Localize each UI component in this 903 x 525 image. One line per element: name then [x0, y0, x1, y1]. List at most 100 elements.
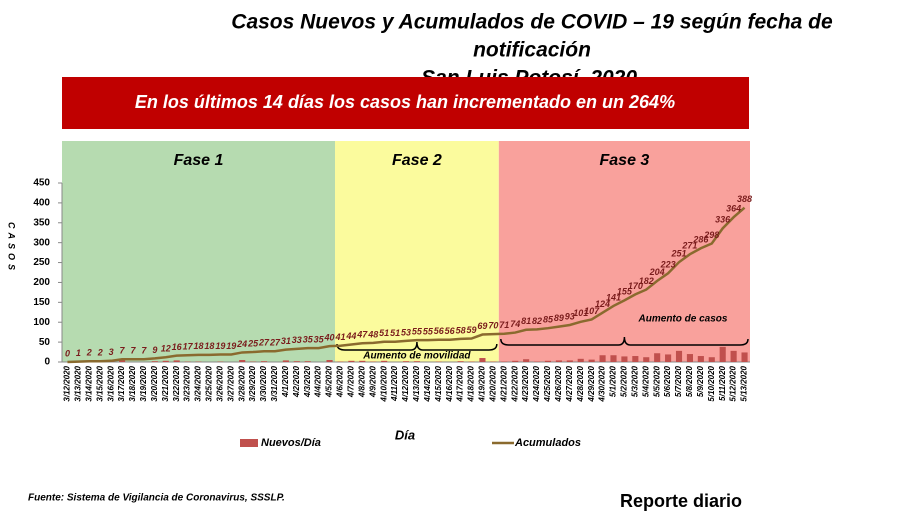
phase-background: [335, 141, 499, 362]
chart-title: notificación: [473, 39, 591, 62]
annotation: Aumento de casos: [638, 314, 728, 325]
x-tick-label: 3/26/2020: [215, 365, 224, 401]
bar: [708, 357, 715, 362]
x-tick-label: 5/3/2020: [630, 365, 639, 397]
x-tick-label: 5/11/2020: [718, 365, 727, 401]
data-label: 18: [194, 341, 204, 351]
x-tick-label: 4/17/2020: [456, 365, 465, 402]
data-label: 55: [412, 326, 423, 336]
x-tick-label: 5/1/2020: [609, 365, 618, 397]
bar: [686, 354, 693, 362]
data-label: 2: [97, 348, 103, 358]
x-tick-label: 4/15/2020: [434, 365, 443, 402]
x-tick-label: 5/8/2020: [685, 365, 694, 397]
bar: [555, 360, 562, 362]
data-label: 35: [314, 334, 325, 344]
data-label: 82: [532, 316, 542, 326]
x-tick-label: 4/1/2020: [281, 365, 290, 398]
data-label: 12: [161, 344, 171, 354]
y-tick-label: 50: [39, 337, 51, 348]
x-tick-label: 5/10/2020: [707, 365, 716, 401]
x-tick-label: 5/6/2020: [663, 365, 672, 397]
x-tick-label: 4/7/2020: [347, 365, 356, 398]
data-label: 336: [715, 215, 731, 225]
x-tick-label: 3/14/2020: [84, 365, 93, 401]
x-tick-label: 3/17/2020: [117, 365, 126, 401]
x-tick-label: 4/22/2020: [510, 365, 519, 402]
bar: [544, 360, 552, 362]
x-tick-label: 4/5/2020: [325, 365, 334, 398]
x-tick-label: 4/23/2020: [521, 365, 530, 402]
y-tick-label: 450: [33, 178, 50, 189]
x-tick-label: 4/13/2020: [412, 365, 421, 402]
x-tick-label: 4/10/2020: [379, 365, 388, 402]
bar: [173, 360, 180, 362]
x-tick-label: 5/7/2020: [674, 365, 683, 397]
bar: [413, 361, 420, 362]
data-label: 85: [543, 315, 554, 325]
phase-background: [498, 141, 750, 362]
data-label: 298: [703, 230, 719, 240]
bar: [304, 361, 311, 362]
x-tick-label: 3/23/2020: [183, 365, 192, 401]
data-label: 16: [172, 342, 183, 352]
x-tick-label: 5/12/2020: [729, 365, 738, 401]
data-label: 101: [573, 308, 588, 318]
bar: [293, 361, 300, 362]
y-axis-label: CASOS: [7, 222, 17, 274]
x-tick-label: 3/12/2020: [63, 365, 72, 401]
bar: [654, 353, 661, 362]
data-label: 155: [617, 287, 633, 297]
x-tick-label: 4/30/2020: [598, 365, 607, 402]
bar: [675, 350, 683, 362]
x-tick-label: 3/18/2020: [128, 365, 137, 401]
x-tick-label: 4/28/2020: [576, 365, 585, 402]
bar: [610, 355, 617, 362]
x-tick-label: 4/29/2020: [587, 365, 596, 402]
legend-swatch: [240, 439, 258, 447]
data-label: 55: [423, 326, 434, 336]
y-tick-label: 300: [33, 237, 50, 248]
banner: En los últimos 14 días los casos han inc…: [135, 92, 675, 112]
y-axis-label-text: CASOS: [7, 222, 17, 274]
brace: [336, 341, 498, 351]
data-label: 124: [595, 299, 610, 309]
data-label: 364: [726, 204, 741, 214]
data-label: 19: [226, 341, 236, 351]
bar: [239, 360, 246, 362]
data-label: 31: [281, 336, 291, 346]
bar: [479, 358, 486, 362]
x-tick-label: 3/20/2020: [150, 365, 159, 401]
line: [67, 206, 746, 364]
x-tick-label: 3/29/2020: [248, 365, 257, 401]
chart-title: Casos Nuevos y Acumulados de COVID – 19 …: [231, 11, 833, 34]
phase-label: Fase 2: [392, 152, 442, 169]
data-label: 271: [681, 241, 697, 251]
data-label: 69: [477, 321, 487, 331]
bar: [632, 356, 639, 362]
legend-label: Acumulados: [514, 437, 581, 449]
bar: [643, 357, 650, 362]
x-tick-label: 4/8/2020: [357, 365, 366, 398]
data-label: 41: [334, 332, 345, 342]
bar: [402, 361, 410, 362]
data-label: 58: [456, 325, 466, 335]
x-tick-label: 4/4/2020: [314, 365, 323, 398]
banner-box: [62, 77, 749, 129]
data-label: 56: [445, 326, 456, 336]
data-label: 7: [120, 346, 126, 356]
phase-label: Fase 1: [174, 152, 224, 169]
data-label: 388: [737, 194, 752, 204]
data-label: 47: [356, 330, 368, 340]
data-label: 107: [584, 306, 600, 316]
bar: [523, 359, 530, 362]
x-tick-label: 4/27/2020: [565, 365, 574, 402]
data-label: 44: [345, 331, 356, 341]
bar: [326, 360, 333, 362]
data-label: 56: [434, 326, 445, 336]
data-label: 40: [324, 332, 335, 342]
phase-label: Fase 3: [600, 152, 650, 169]
bar: [348, 360, 355, 362]
bar: [457, 361, 464, 362]
